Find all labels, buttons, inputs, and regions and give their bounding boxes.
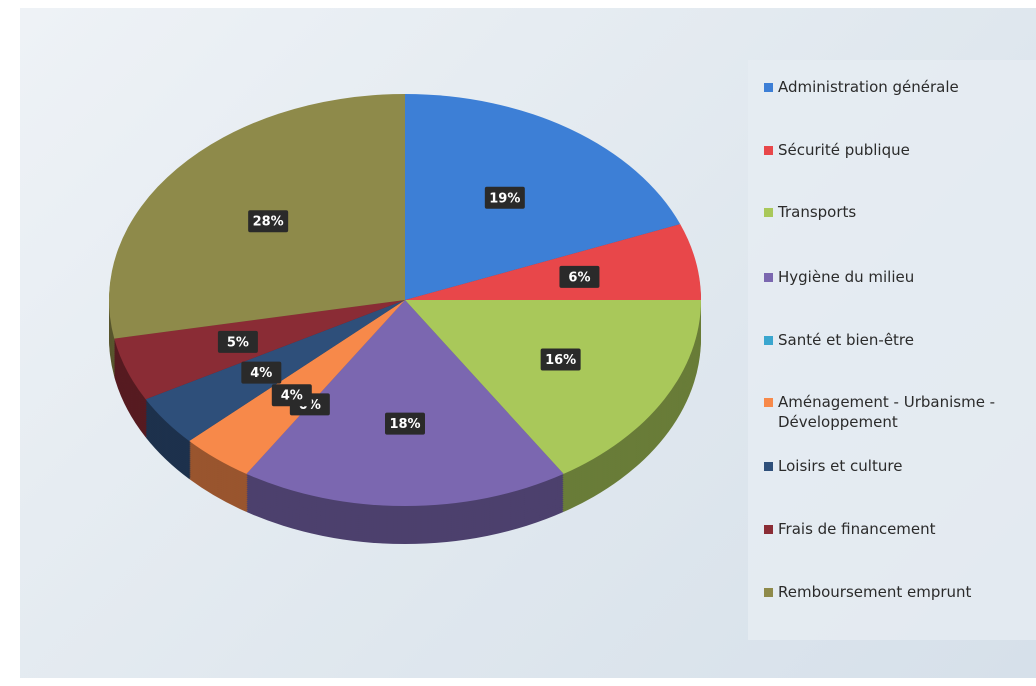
legend-swatch — [764, 525, 773, 534]
legend-item: Remboursement emprunt — [764, 582, 1032, 602]
legend-swatch — [764, 336, 773, 345]
data-label: 6% — [568, 270, 590, 285]
legend-item: Sécurité publique — [764, 140, 1032, 160]
data-label: 28% — [253, 215, 284, 230]
data-label: 5% — [227, 335, 249, 350]
legend-item: Administration générale — [764, 77, 1032, 97]
legend-item: Santé et bien-être — [764, 330, 1032, 350]
legend-label: Frais de financement — [778, 520, 936, 538]
data-label: 18% — [389, 417, 420, 432]
legend-item: Transports — [764, 202, 1032, 222]
data-label-box — [271, 384, 312, 407]
data-label: 19% — [489, 191, 520, 206]
legend-item: Loisirs et culture — [764, 456, 1032, 476]
data-label-box — [540, 348, 581, 371]
data-label-box — [248, 210, 289, 233]
slice — [246, 300, 564, 506]
legend-label: Loisirs et culture — [778, 457, 903, 475]
slice — [405, 224, 701, 300]
legend-swatch — [764, 588, 773, 597]
legend-label: Administration générale — [778, 78, 959, 96]
legend-swatch — [764, 146, 773, 155]
legend-label: Aménagement - Urbanisme - Développement — [778, 393, 996, 431]
data-label-box — [484, 186, 525, 209]
data-label-box — [385, 412, 425, 435]
legend-swatch — [764, 462, 773, 471]
legend-item: Frais de financement — [764, 519, 1032, 539]
legend-label: Hygiène du milieu — [778, 268, 915, 286]
legend-swatch — [764, 208, 773, 217]
legend-item: Aménagement - Urbanisme - Développement — [764, 392, 1032, 432]
legend-label: Remboursement emprunt — [778, 583, 972, 601]
legend-label: Santé et bien-être — [778, 331, 914, 349]
legend-swatch — [764, 83, 773, 92]
data-label-box — [241, 361, 282, 384]
data-label-box — [217, 330, 258, 353]
legend-label: Transports — [778, 203, 857, 221]
legend-swatch — [764, 398, 773, 407]
data-label: 4% — [250, 366, 272, 381]
legend-label: Sécurité publique — [778, 141, 910, 159]
slice — [114, 300, 405, 400]
data-label-box — [559, 265, 600, 288]
data-label: 16% — [545, 353, 576, 368]
data-label: 4% — [281, 389, 303, 404]
slice — [405, 300, 701, 474]
legend-swatch — [764, 273, 773, 282]
slice — [405, 94, 681, 300]
legend: Administration générale Sécurité publique… — [748, 60, 1036, 640]
legend-item: Hygiène du milieu — [764, 267, 1032, 287]
